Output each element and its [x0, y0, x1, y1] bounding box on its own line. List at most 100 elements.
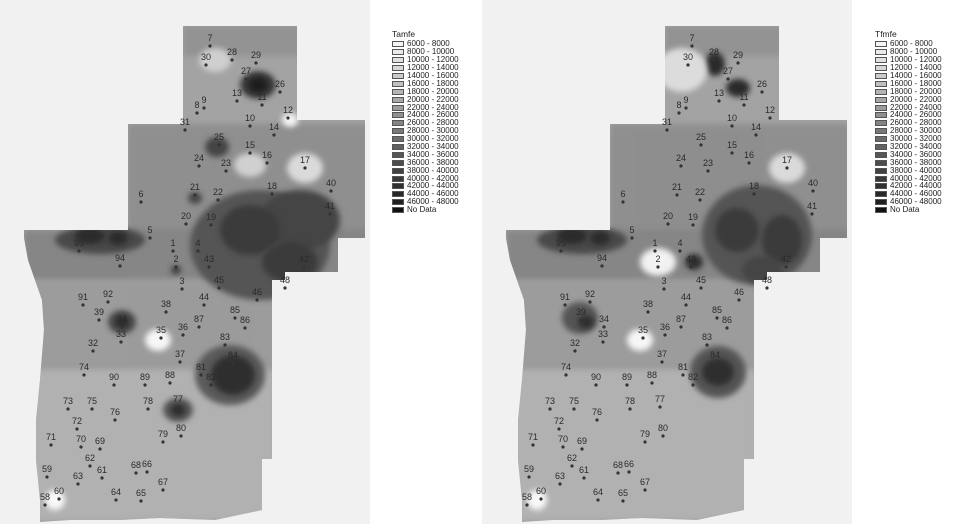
station-point: [196, 249, 200, 253]
station-label: 43: [686, 254, 696, 264]
station-point: [730, 124, 734, 128]
station-label: 35: [638, 325, 648, 335]
legend-swatch: [392, 57, 404, 64]
station-label: 82: [688, 372, 698, 382]
station-point: [580, 447, 584, 451]
station-label: 61: [579, 465, 589, 475]
station-point: [88, 464, 92, 468]
station-label: 8: [194, 100, 199, 110]
station-point: [278, 90, 282, 94]
legend-item: 6000 - 8000: [875, 40, 942, 49]
station-label: 5: [629, 225, 634, 235]
station-point: [737, 298, 741, 302]
station-label: 94: [597, 253, 607, 263]
station-label: 91: [560, 292, 570, 302]
legend-label: 32000 - 34000: [407, 142, 459, 152]
contour-zone: [557, 228, 587, 244]
station-point: [139, 200, 143, 204]
station-label: 85: [712, 305, 722, 315]
legend-label: 6000 - 8000: [407, 39, 450, 49]
station-point: [260, 103, 264, 107]
legend-swatch: [392, 151, 404, 158]
legend-label: 42000 - 44000: [890, 181, 942, 191]
station-point: [594, 383, 598, 387]
legend-swatch: [392, 49, 404, 56]
station-point: [588, 300, 592, 304]
legend-item: 8000 - 10000: [392, 48, 459, 56]
station-label: 23: [703, 158, 713, 168]
station-label: 24: [194, 153, 204, 163]
station-point: [217, 143, 221, 147]
station-point: [690, 44, 694, 48]
legend-item: 38000 - 40000: [875, 165, 942, 175]
legend-label: 32000 - 34000: [890, 142, 942, 152]
station-label: 77: [173, 394, 183, 404]
legend-label: 34000 - 36000: [407, 149, 459, 159]
station-point: [179, 434, 183, 438]
legend-label: 44000 - 46000: [407, 189, 459, 199]
station-point: [768, 116, 772, 120]
station-point: [195, 111, 199, 115]
station-label: 46: [734, 287, 744, 297]
station-label: 94: [115, 253, 125, 263]
legend-label: 40000 - 42000: [890, 173, 942, 183]
station-point: [678, 249, 682, 253]
station-label: 7: [689, 33, 694, 43]
legend-swatch: [875, 199, 887, 206]
station-point: [742, 103, 746, 107]
legend-label: 12000 - 14000: [407, 63, 459, 73]
station-label: 30: [201, 52, 211, 62]
station-point: [98, 447, 102, 451]
station-label: 41: [807, 201, 817, 211]
legend-label: 28000 - 30000: [407, 126, 459, 136]
legend-swatch: [875, 65, 887, 72]
station-label: 19: [688, 212, 698, 222]
station-point: [601, 340, 605, 344]
station-label: 59: [524, 464, 534, 474]
station-point: [209, 383, 213, 387]
legend-label: 24000 - 26000: [890, 110, 942, 120]
station-point: [679, 325, 683, 329]
station-label: 27: [723, 66, 733, 76]
station-label: 33: [116, 329, 126, 339]
legend-label: 40000 - 42000: [407, 173, 459, 183]
station-label: 68: [613, 460, 623, 470]
legend-swatch: [875, 49, 887, 56]
station-point: [686, 63, 690, 67]
station-label: 89: [622, 372, 632, 382]
station-label: 48: [762, 275, 772, 285]
station-point: [691, 383, 695, 387]
station-label: 60: [536, 486, 546, 496]
station-label: 21: [190, 182, 200, 192]
legend-label: 10000 - 12000: [407, 55, 459, 65]
station-point: [207, 265, 211, 269]
station-label: 86: [240, 315, 250, 325]
station-point: [202, 106, 206, 110]
station-point: [662, 287, 666, 291]
legend-item: 14000 - 16000: [392, 72, 459, 80]
station-label: 36: [660, 322, 670, 332]
station-point: [650, 381, 654, 385]
station-label: 38: [161, 299, 171, 309]
station-label: 81: [196, 362, 206, 372]
legend-label: No Data: [407, 205, 437, 215]
station-point: [209, 223, 213, 227]
station-point: [531, 443, 535, 447]
station-point: [174, 265, 178, 269]
station-point: [66, 407, 70, 411]
legend-swatch: [875, 159, 887, 166]
station-point: [699, 143, 703, 147]
station-label: 21: [672, 182, 682, 192]
station-point: [134, 471, 138, 475]
legend-label: 38000 - 40000: [890, 165, 942, 175]
station-label: 65: [618, 488, 628, 498]
station-label: 76: [592, 407, 602, 417]
legend-label: 44000 - 46000: [890, 189, 942, 199]
station-label: 4: [677, 238, 682, 248]
station-label: 28: [709, 47, 719, 57]
station-point: [243, 326, 247, 330]
station-label: 16: [262, 150, 272, 160]
station-label: 10: [727, 113, 737, 123]
station-label: 95: [74, 238, 84, 248]
station-point: [113, 418, 117, 422]
